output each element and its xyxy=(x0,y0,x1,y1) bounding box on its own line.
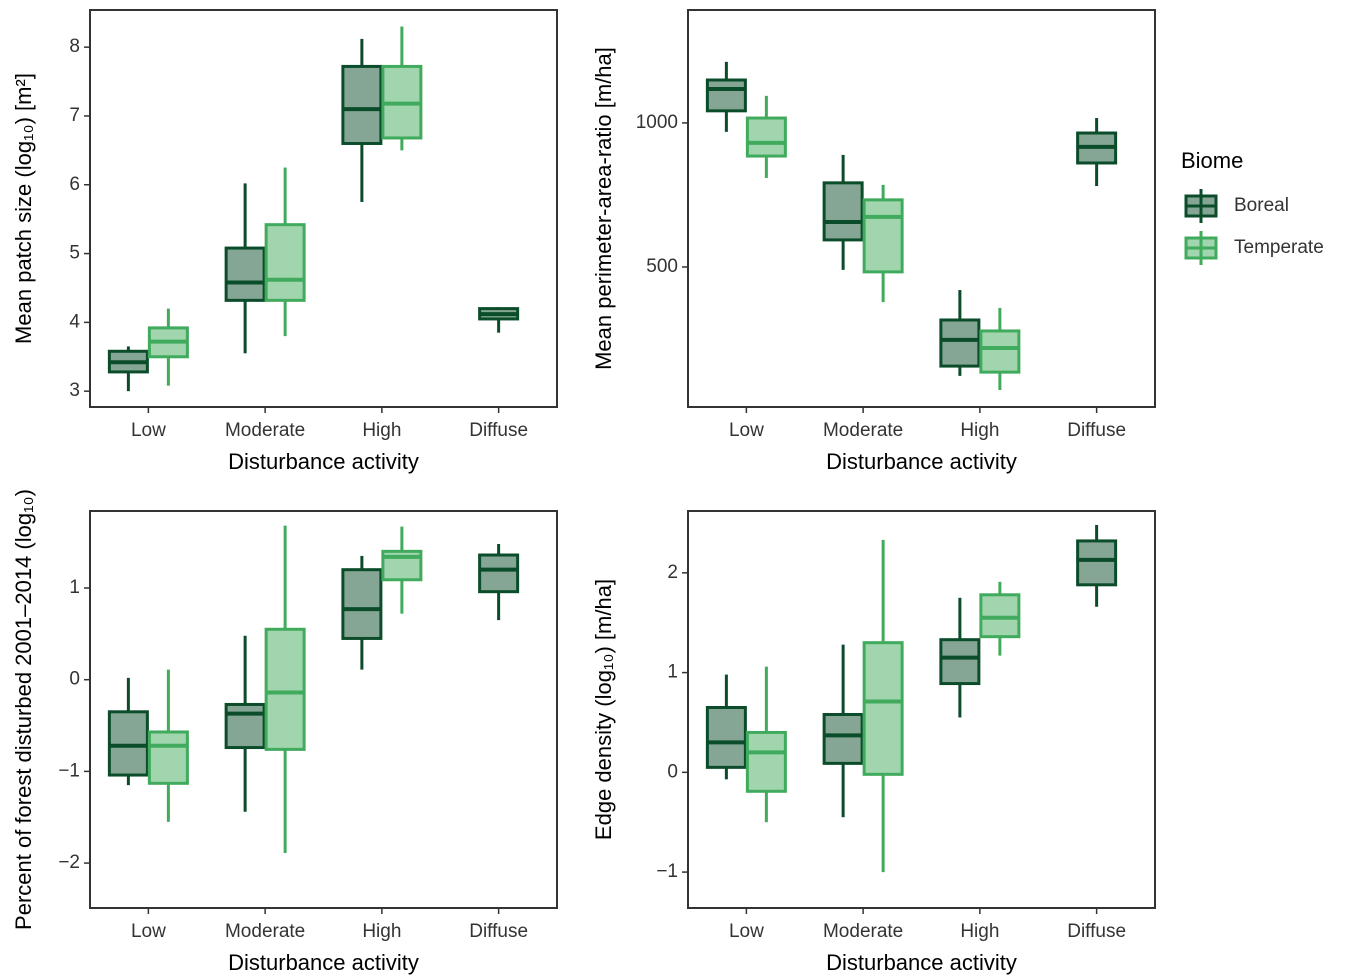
box xyxy=(939,638,981,686)
legend-label: Boreal xyxy=(1234,195,1289,216)
y-tick-label: 2 xyxy=(667,562,678,583)
y-tick-label: −1 xyxy=(656,861,678,882)
x-axis-title: Disturbance activity xyxy=(826,950,1017,975)
y-tick-label: 3 xyxy=(69,380,80,401)
x-tick-label: Low xyxy=(131,921,166,942)
x-axis-title: Disturbance activity xyxy=(228,950,419,975)
y-axis-title: Edge density (log₁₀) [m/ha] xyxy=(591,579,616,840)
x-tick-label: Moderate xyxy=(225,420,305,441)
y-tick-label: 0 xyxy=(69,669,80,690)
y-tick-label: 1000 xyxy=(636,112,678,133)
legend-title: Biome xyxy=(1181,148,1243,173)
box xyxy=(862,641,904,776)
box xyxy=(939,318,981,368)
x-axis-title: Disturbance activity xyxy=(826,449,1017,474)
x-tick-label: Moderate xyxy=(225,921,305,942)
plot-frame xyxy=(89,510,558,909)
x-tick-label: Low xyxy=(729,420,764,441)
box xyxy=(107,710,149,777)
y-axis-title: Mean perimeter-area-ratio [m/ha] xyxy=(591,47,616,370)
box xyxy=(705,78,747,113)
box xyxy=(224,702,266,750)
y-tick-label: −2 xyxy=(58,852,80,873)
x-tick-label: Diffuse xyxy=(469,420,528,441)
x-tick-label: Diffuse xyxy=(469,921,528,942)
y-tick-label: 1 xyxy=(667,662,678,683)
box xyxy=(745,116,787,158)
x-tick-label: Low xyxy=(729,921,764,942)
box xyxy=(705,706,747,769)
y-tick-label: 6 xyxy=(69,174,80,195)
box xyxy=(745,730,787,793)
box xyxy=(264,627,306,751)
y-tick-label: 1 xyxy=(69,577,80,598)
x-tick-label: Diffuse xyxy=(1067,921,1126,942)
plot-frame xyxy=(89,9,558,408)
y-tick-label: 8 xyxy=(69,36,80,57)
box xyxy=(478,553,520,594)
x-tick-label: High xyxy=(362,420,401,441)
x-tick-label: High xyxy=(960,921,999,942)
box xyxy=(1076,539,1118,587)
x-tick-label: Diffuse xyxy=(1067,420,1126,441)
box xyxy=(341,568,383,640)
box xyxy=(341,64,383,145)
y-axis-title: Mean patch size (log₁₀) [m²] xyxy=(11,73,36,344)
y-tick-label: 5 xyxy=(69,243,80,264)
box xyxy=(862,198,904,274)
box xyxy=(264,223,306,302)
box xyxy=(224,246,266,302)
box xyxy=(979,329,1021,374)
box xyxy=(822,181,864,242)
y-tick-label: 4 xyxy=(69,311,80,332)
y-tick-label: 0 xyxy=(667,761,678,782)
y-tick-label: 7 xyxy=(69,105,80,126)
x-axis-title: Disturbance activity xyxy=(228,449,419,474)
y-tick-label: −1 xyxy=(58,760,80,781)
x-tick-label: High xyxy=(960,420,999,441)
x-tick-label: High xyxy=(362,921,401,942)
x-tick-label: Low xyxy=(131,420,166,441)
box xyxy=(147,730,189,785)
plot-frame xyxy=(687,9,1156,408)
plot-frame xyxy=(687,510,1156,909)
box xyxy=(822,712,864,765)
x-tick-label: Moderate xyxy=(823,420,903,441)
y-axis-title: Percent of forest disturbed 2001–2014 (l… xyxy=(11,489,36,930)
y-tick-label: 500 xyxy=(646,256,678,277)
x-tick-label: Moderate xyxy=(823,921,903,942)
legend-label: Temperate xyxy=(1234,237,1324,258)
